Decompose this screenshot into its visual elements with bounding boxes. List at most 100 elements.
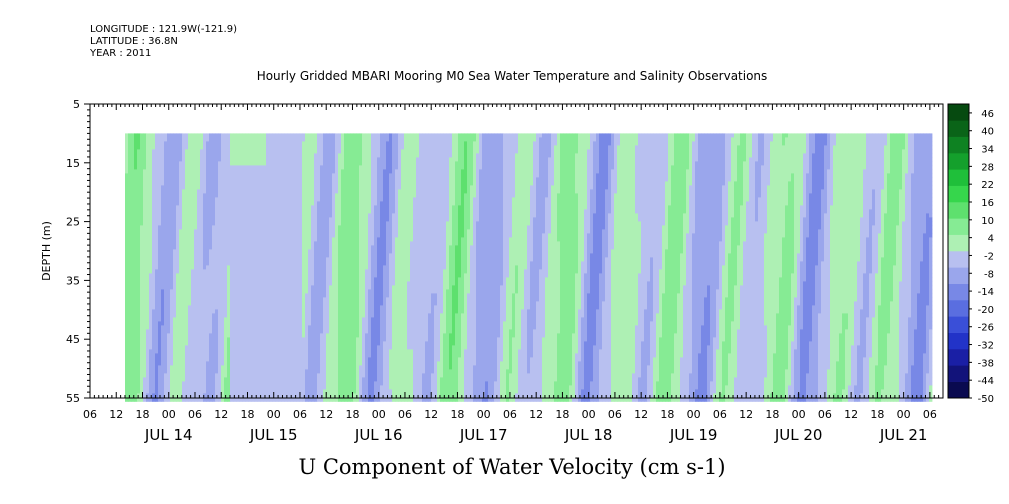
velocity-cell [179,377,183,382]
velocity-cell [134,373,138,378]
velocity-cell [167,313,171,318]
velocity-cell [302,397,306,402]
velocity-cell [194,201,198,206]
velocity-cell [326,265,330,270]
velocity-cell [173,133,177,138]
velocity-cell [134,333,138,338]
velocity-cell [236,289,240,294]
velocity-cell [269,357,273,362]
velocity-cell [137,361,141,366]
velocity-cell [269,373,273,378]
velocity-cell [245,141,249,146]
velocity-cell [236,329,240,334]
velocity-cell [338,273,342,278]
velocity-cell [191,305,195,310]
velocity-cell [239,325,243,330]
velocity-cell [302,213,306,218]
velocity-cell [317,161,321,166]
velocity-cell [329,381,333,386]
velocity-cell [341,317,345,322]
velocity-cell [317,365,321,370]
velocity-cell [347,197,351,202]
velocity-cell [335,289,339,294]
velocity-cell [176,193,180,198]
velocity-cell [314,361,318,366]
velocity-cell [224,141,228,146]
velocity-cell [317,149,321,154]
velocity-cell [230,229,234,234]
velocity-cell [338,281,342,286]
velocity-cell [296,337,300,342]
velocity-cell [212,281,216,286]
velocity-cell [287,325,291,330]
velocity-cell [311,305,315,310]
velocity-cell [212,309,216,314]
velocity-cell [230,397,234,402]
velocity-cell [143,297,147,302]
velocity-cell [173,369,177,374]
velocity-cell [179,397,183,402]
velocity-cell [248,197,252,202]
velocity-cell [197,177,201,182]
velocity-cell [125,261,129,266]
velocity-cell [206,317,210,322]
velocity-cell [248,349,252,354]
velocity-cell [284,185,288,190]
velocity-cell [176,229,180,234]
velocity-cell [290,313,294,318]
velocity-cell [266,153,270,158]
velocity-cell [305,281,309,286]
velocity-cell [260,201,264,206]
velocity-cell [140,277,144,282]
velocity-cell [290,133,294,138]
velocity-cell [284,225,288,230]
velocity-cell [263,253,267,258]
velocity-cell [302,341,306,346]
velocity-cell [314,293,318,298]
velocity-cell [158,389,162,394]
velocity-cell [209,297,213,302]
velocity-cell [254,153,258,158]
velocity-cell [242,277,246,282]
velocity-cell [236,377,240,382]
velocity-cell [191,137,195,142]
velocity-cell [188,289,192,294]
velocity-cell [170,341,174,346]
velocity-cell [293,265,297,270]
velocity-cell [242,289,246,294]
velocity-cell [332,321,336,326]
velocity-cell [347,237,351,242]
velocity-cell [182,201,186,206]
velocity-cell [284,361,288,366]
velocity-cell [185,237,189,242]
velocity-cell [233,305,237,310]
velocity-cell [290,309,294,314]
velocity-cell [221,313,225,318]
velocity-cell [257,161,261,166]
velocity-cell [194,289,198,294]
velocity-cell [323,145,327,150]
velocity-cell [260,133,264,138]
velocity-cell [149,173,153,178]
velocity-cell [338,165,342,170]
velocity-cell [134,233,138,238]
velocity-cell [170,241,174,246]
velocity-cell [236,249,240,254]
velocity-cell [260,285,264,290]
velocity-cell [245,313,249,318]
velocity-cell [311,301,315,306]
velocity-cell [158,261,162,266]
velocity-cell [275,381,279,386]
velocity-cell [344,289,348,294]
velocity-cell [173,353,177,358]
velocity-cell [326,193,330,198]
velocity-cell [314,297,318,302]
velocity-cell [326,217,330,222]
velocity-cell [125,349,129,354]
velocity-cell [182,189,186,194]
velocity-cell [326,225,330,230]
velocity-cell [338,305,342,310]
velocity-cell [224,345,228,350]
velocity-cell [203,145,207,150]
velocity-cell [134,157,138,162]
